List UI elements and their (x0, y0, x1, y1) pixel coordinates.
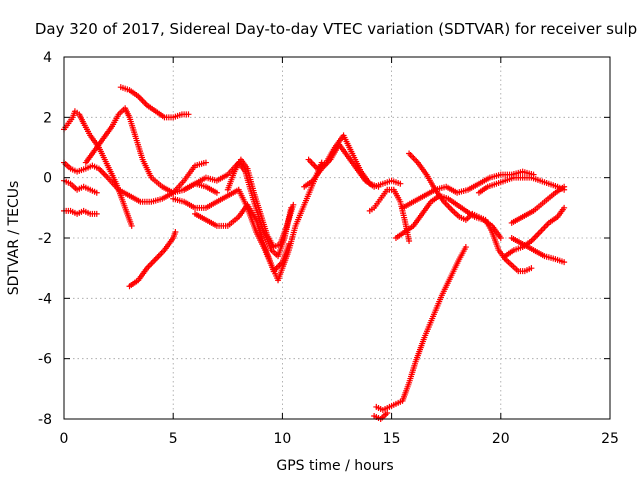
data-point (497, 235, 504, 241)
x-axis-label: GPS time / hours (276, 458, 393, 474)
x-tick-label: 25 (601, 431, 619, 447)
x-tick-label: 10 (273, 431, 291, 447)
data-point (185, 111, 192, 118)
x-tick-label: 0 (60, 431, 69, 447)
data-point (290, 201, 297, 208)
series-track-4 (61, 159, 209, 205)
series-track-18 (373, 244, 469, 413)
data-point (172, 228, 179, 235)
data-point (561, 186, 568, 193)
y-axis-label: SDTVAR / TECUs (6, 181, 22, 296)
chart-title: Day 320 of 2017, Sidereal Day-to-day VTE… (35, 20, 637, 38)
data-point (406, 238, 413, 245)
y-tick-label: -6 (38, 352, 52, 368)
data-point (285, 241, 292, 248)
series-track-10 (192, 201, 292, 275)
x-tick-label: 5 (169, 431, 178, 447)
series-track-22 (502, 204, 568, 260)
data-point (561, 204, 568, 211)
y-tick-label: -8 (38, 412, 52, 428)
data-point (213, 189, 220, 196)
data-point (462, 244, 469, 251)
data-point (528, 265, 535, 272)
series-track-6 (61, 207, 100, 217)
series-track-20 (508, 183, 568, 226)
series-track-7 (126, 228, 179, 290)
y-tick-label: -4 (38, 291, 52, 307)
data-point (202, 159, 209, 166)
y-tick-label: 2 (43, 110, 52, 126)
series-track-13 (305, 132, 382, 190)
y-tick-label: 0 (43, 171, 52, 187)
data-point (375, 183, 382, 190)
y-tick-label: -2 (38, 231, 52, 247)
series-track-5 (61, 177, 100, 196)
y-tick-label: 4 (43, 50, 52, 66)
tick-labels: 0 5 10 15 20 25 -8 -6 -4 -2 0 2 4 (38, 50, 619, 447)
series-track-23 (475, 174, 568, 196)
series-track-17 (392, 192, 504, 241)
series-track-16 (399, 168, 537, 211)
data-points (61, 84, 568, 422)
plot-frame (63, 56, 611, 420)
data-point (397, 180, 404, 187)
data-point (93, 210, 100, 217)
data-point (93, 189, 100, 196)
series-track-2 (117, 84, 192, 121)
series-track-11 (224, 156, 297, 251)
data-point (128, 222, 135, 229)
data-point (561, 259, 568, 266)
x-tick-label: 15 (383, 431, 401, 447)
x-tick-label: 20 (492, 431, 510, 447)
data-point (384, 409, 391, 416)
